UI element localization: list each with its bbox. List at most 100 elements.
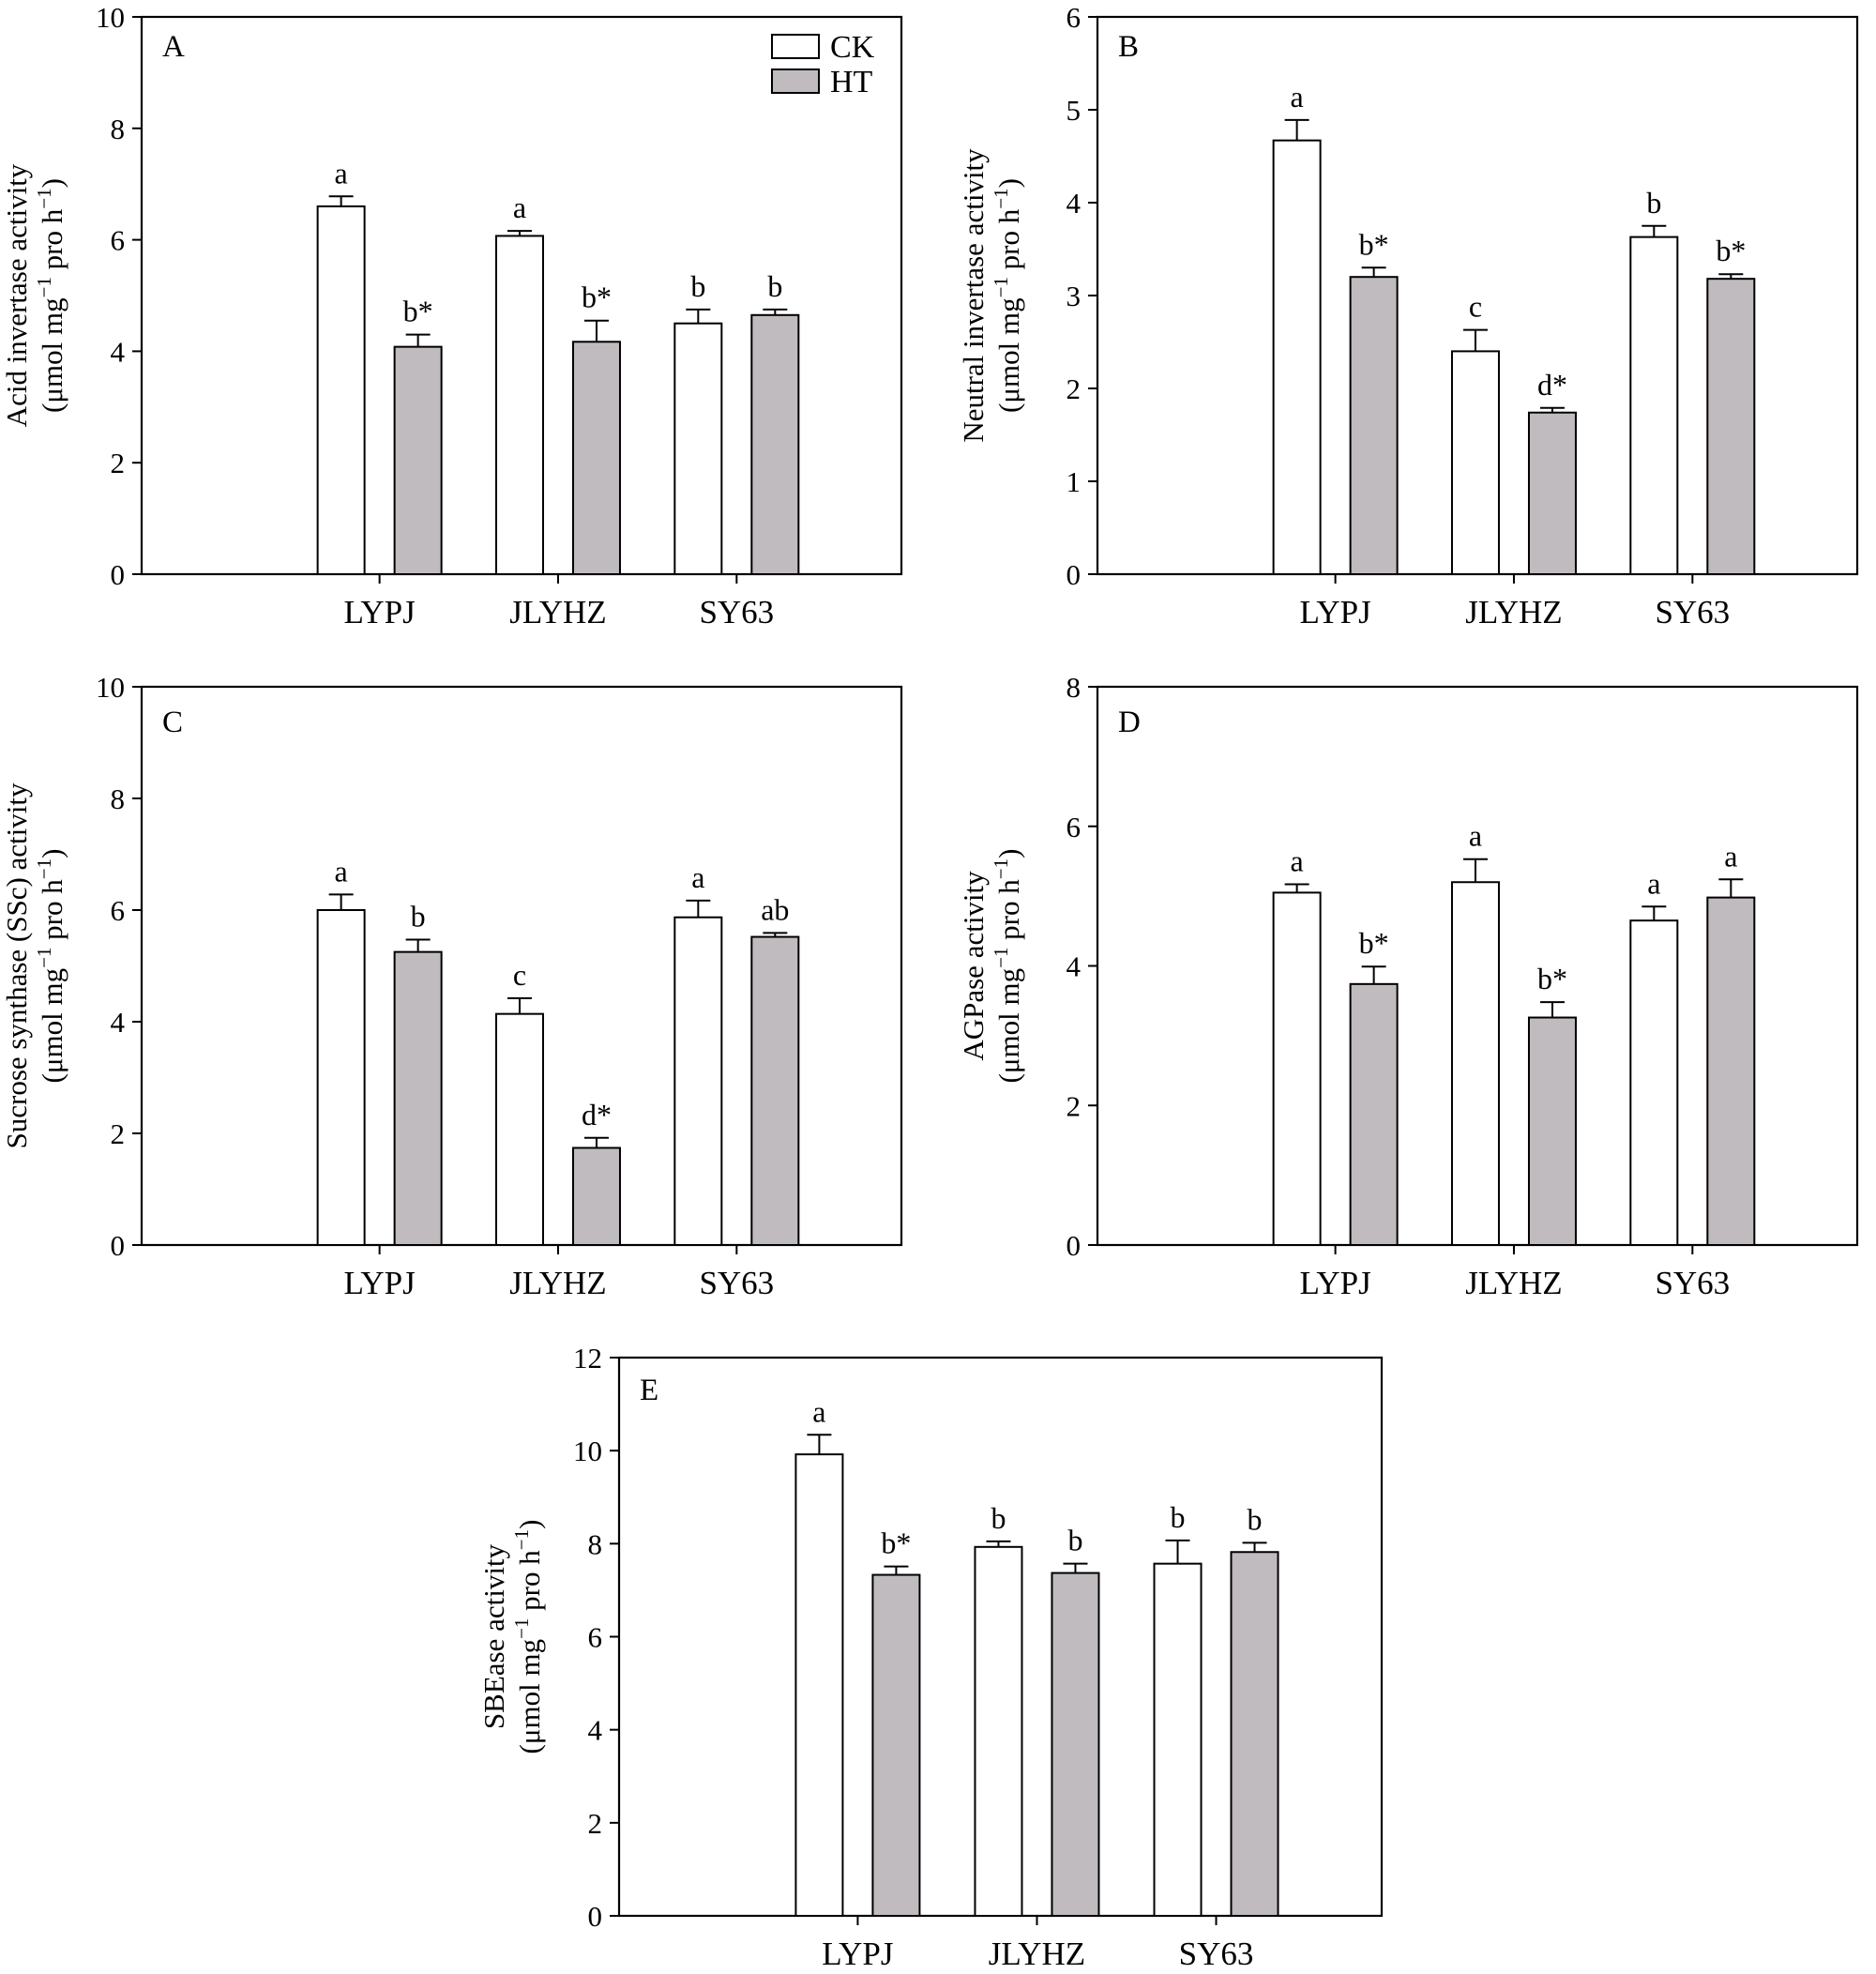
- label-part: ): [36, 178, 68, 188]
- panel-letter: B: [1118, 30, 1139, 64]
- significance-label: a: [335, 156, 348, 190]
- x-tick-label: LYPJ: [822, 1936, 893, 1972]
- significance-label: b: [1248, 1502, 1263, 1536]
- significance-label: c: [1469, 290, 1482, 324]
- y-tick-label: 12: [573, 1342, 602, 1374]
- bar: [494, 1012, 544, 1247]
- y-axis-label-line1: Sucrose synthase (SSc) activity: [0, 782, 33, 1149]
- bar: [871, 1573, 921, 1918]
- superscript: −1: [33, 858, 55, 879]
- significance-label: a: [1291, 843, 1304, 877]
- significance-label: b*: [582, 281, 612, 314]
- chart-panel-a: 0 2 4 6 8 10 LYPJ JLYHZ SY63 a a b b* b* b A Acid invert…: [0, 1, 903, 630]
- y-tick-label: 4: [111, 1006, 126, 1039]
- label-part: (μmol mg: [513, 1639, 546, 1754]
- y-axis-label-line2: (μmol mg−1 pro h−1): [33, 849, 68, 1084]
- y-axis-label-line1: Neutral invertase activity: [957, 148, 990, 443]
- bar: [1706, 896, 1756, 1246]
- y-tick-label: 0: [1067, 558, 1082, 591]
- superscript: −1: [33, 277, 55, 297]
- significance-label: a: [812, 1394, 825, 1428]
- bar: [1349, 276, 1399, 575]
- y-tick-label: 4: [1067, 187, 1082, 220]
- x-tick-label: SY63: [1655, 594, 1730, 630]
- y-tick-label: 4: [111, 335, 126, 368]
- y-tick-label: 6: [111, 894, 126, 927]
- significance-label: c: [513, 958, 526, 992]
- bar: [316, 909, 366, 1246]
- bar: [393, 950, 443, 1246]
- significance-label: a: [691, 860, 704, 894]
- y-tick-label: 1: [1067, 465, 1082, 498]
- y-axis-label: SBEase activity(μmol mg−1 pro h−1): [477, 1520, 546, 1754]
- legend-label: CK: [830, 30, 875, 65]
- y-tick-label: 0: [1067, 1229, 1082, 1262]
- y-tick-label: 0: [588, 1900, 603, 1933]
- y-tick-label: 2: [111, 447, 126, 479]
- x-tick-label: LYPJ: [1300, 1265, 1371, 1301]
- significance-label: b*: [1716, 234, 1746, 267]
- y-axis-label-line1: AGPase activity: [957, 871, 990, 1061]
- significance-label: b: [411, 900, 426, 934]
- y-axis-label-line1: SBEase activity: [477, 1543, 510, 1729]
- label-part: (μmol mg: [992, 968, 1025, 1084]
- x-tick-label: SY63: [699, 1265, 774, 1301]
- panel-letter: C: [162, 706, 183, 739]
- y-tick-label: 8: [1067, 671, 1082, 704]
- significance-label: a: [513, 190, 526, 224]
- y-axis-label-line1: Acid invertase activity: [0, 163, 33, 427]
- panel-letter: A: [162, 30, 185, 64]
- y-tick-label: 10: [96, 1, 125, 34]
- label-part: pro h: [513, 1550, 546, 1618]
- panel-letter: D: [1118, 706, 1141, 739]
- significance-label: b: [1067, 1524, 1082, 1557]
- superscript: −1: [510, 1618, 533, 1639]
- label-part: pro h: [992, 208, 1025, 277]
- bar: [750, 935, 800, 1246]
- y-tick-label: 8: [111, 113, 126, 145]
- significance-label: b*: [1537, 962, 1567, 995]
- significance-label: b*: [1359, 227, 1389, 261]
- y-tick-label: 6: [1067, 1, 1082, 34]
- bar: [1450, 350, 1500, 575]
- bar: [1272, 139, 1322, 575]
- y-tick-label: 10: [573, 1435, 602, 1467]
- y-tick-label: 2: [111, 1117, 126, 1150]
- bar: [1527, 1016, 1577, 1246]
- label-part: pro h: [36, 879, 68, 948]
- x-tick-label: JLYHZ: [989, 1936, 1085, 1972]
- bar: [1272, 891, 1322, 1246]
- label-part: ): [36, 849, 68, 858]
- label-part: (μmol mg: [992, 297, 1025, 413]
- y-tick-label: 6: [111, 224, 126, 257]
- significance-label: b: [690, 269, 705, 303]
- y-tick-label: 0: [111, 558, 126, 591]
- label-part: (μmol mg: [36, 968, 68, 1084]
- x-tick-label: LYPJ: [1300, 594, 1371, 630]
- chart-panel-e: 0 2 4 6 8 10 12 LYPJ JLYHZ SY63 a b b b* b b E SBEase act…: [477, 1342, 1384, 1972]
- y-axis-label: AGPase activity(μmol mg−1 pro h−1): [957, 849, 1025, 1084]
- superscript: −1: [33, 948, 55, 968]
- bar: [1153, 1562, 1203, 1917]
- bar: [1450, 881, 1500, 1246]
- y-axis-label-line2: (μmol mg−1 pro h−1): [33, 178, 68, 413]
- label-part: pro h: [36, 208, 68, 277]
- label-part: ): [992, 849, 1025, 858]
- x-tick-label: JLYHZ: [509, 594, 606, 630]
- bar: [673, 322, 723, 575]
- x-tick-label: SY63: [1655, 1265, 1730, 1301]
- y-tick-label: 8: [111, 782, 126, 815]
- superscript: −1: [990, 188, 1012, 208]
- bar: [1706, 278, 1756, 575]
- y-axis-label: Sucrose synthase (SSc) activity(μmol mg−…: [0, 782, 68, 1149]
- x-tick-label: LYPJ: [344, 1265, 416, 1301]
- y-tick-label: 8: [588, 1527, 603, 1560]
- legend-swatch: [771, 34, 820, 59]
- y-axis-label-line2: (μmol mg−1 pro h−1): [990, 849, 1025, 1084]
- significance-label: b: [1171, 1500, 1186, 1534]
- superscript: −1: [510, 1529, 533, 1550]
- label-part: (μmol mg: [36, 297, 68, 413]
- y-axis-label: Acid invertase activity(μmol mg−1 pro h−…: [0, 163, 68, 427]
